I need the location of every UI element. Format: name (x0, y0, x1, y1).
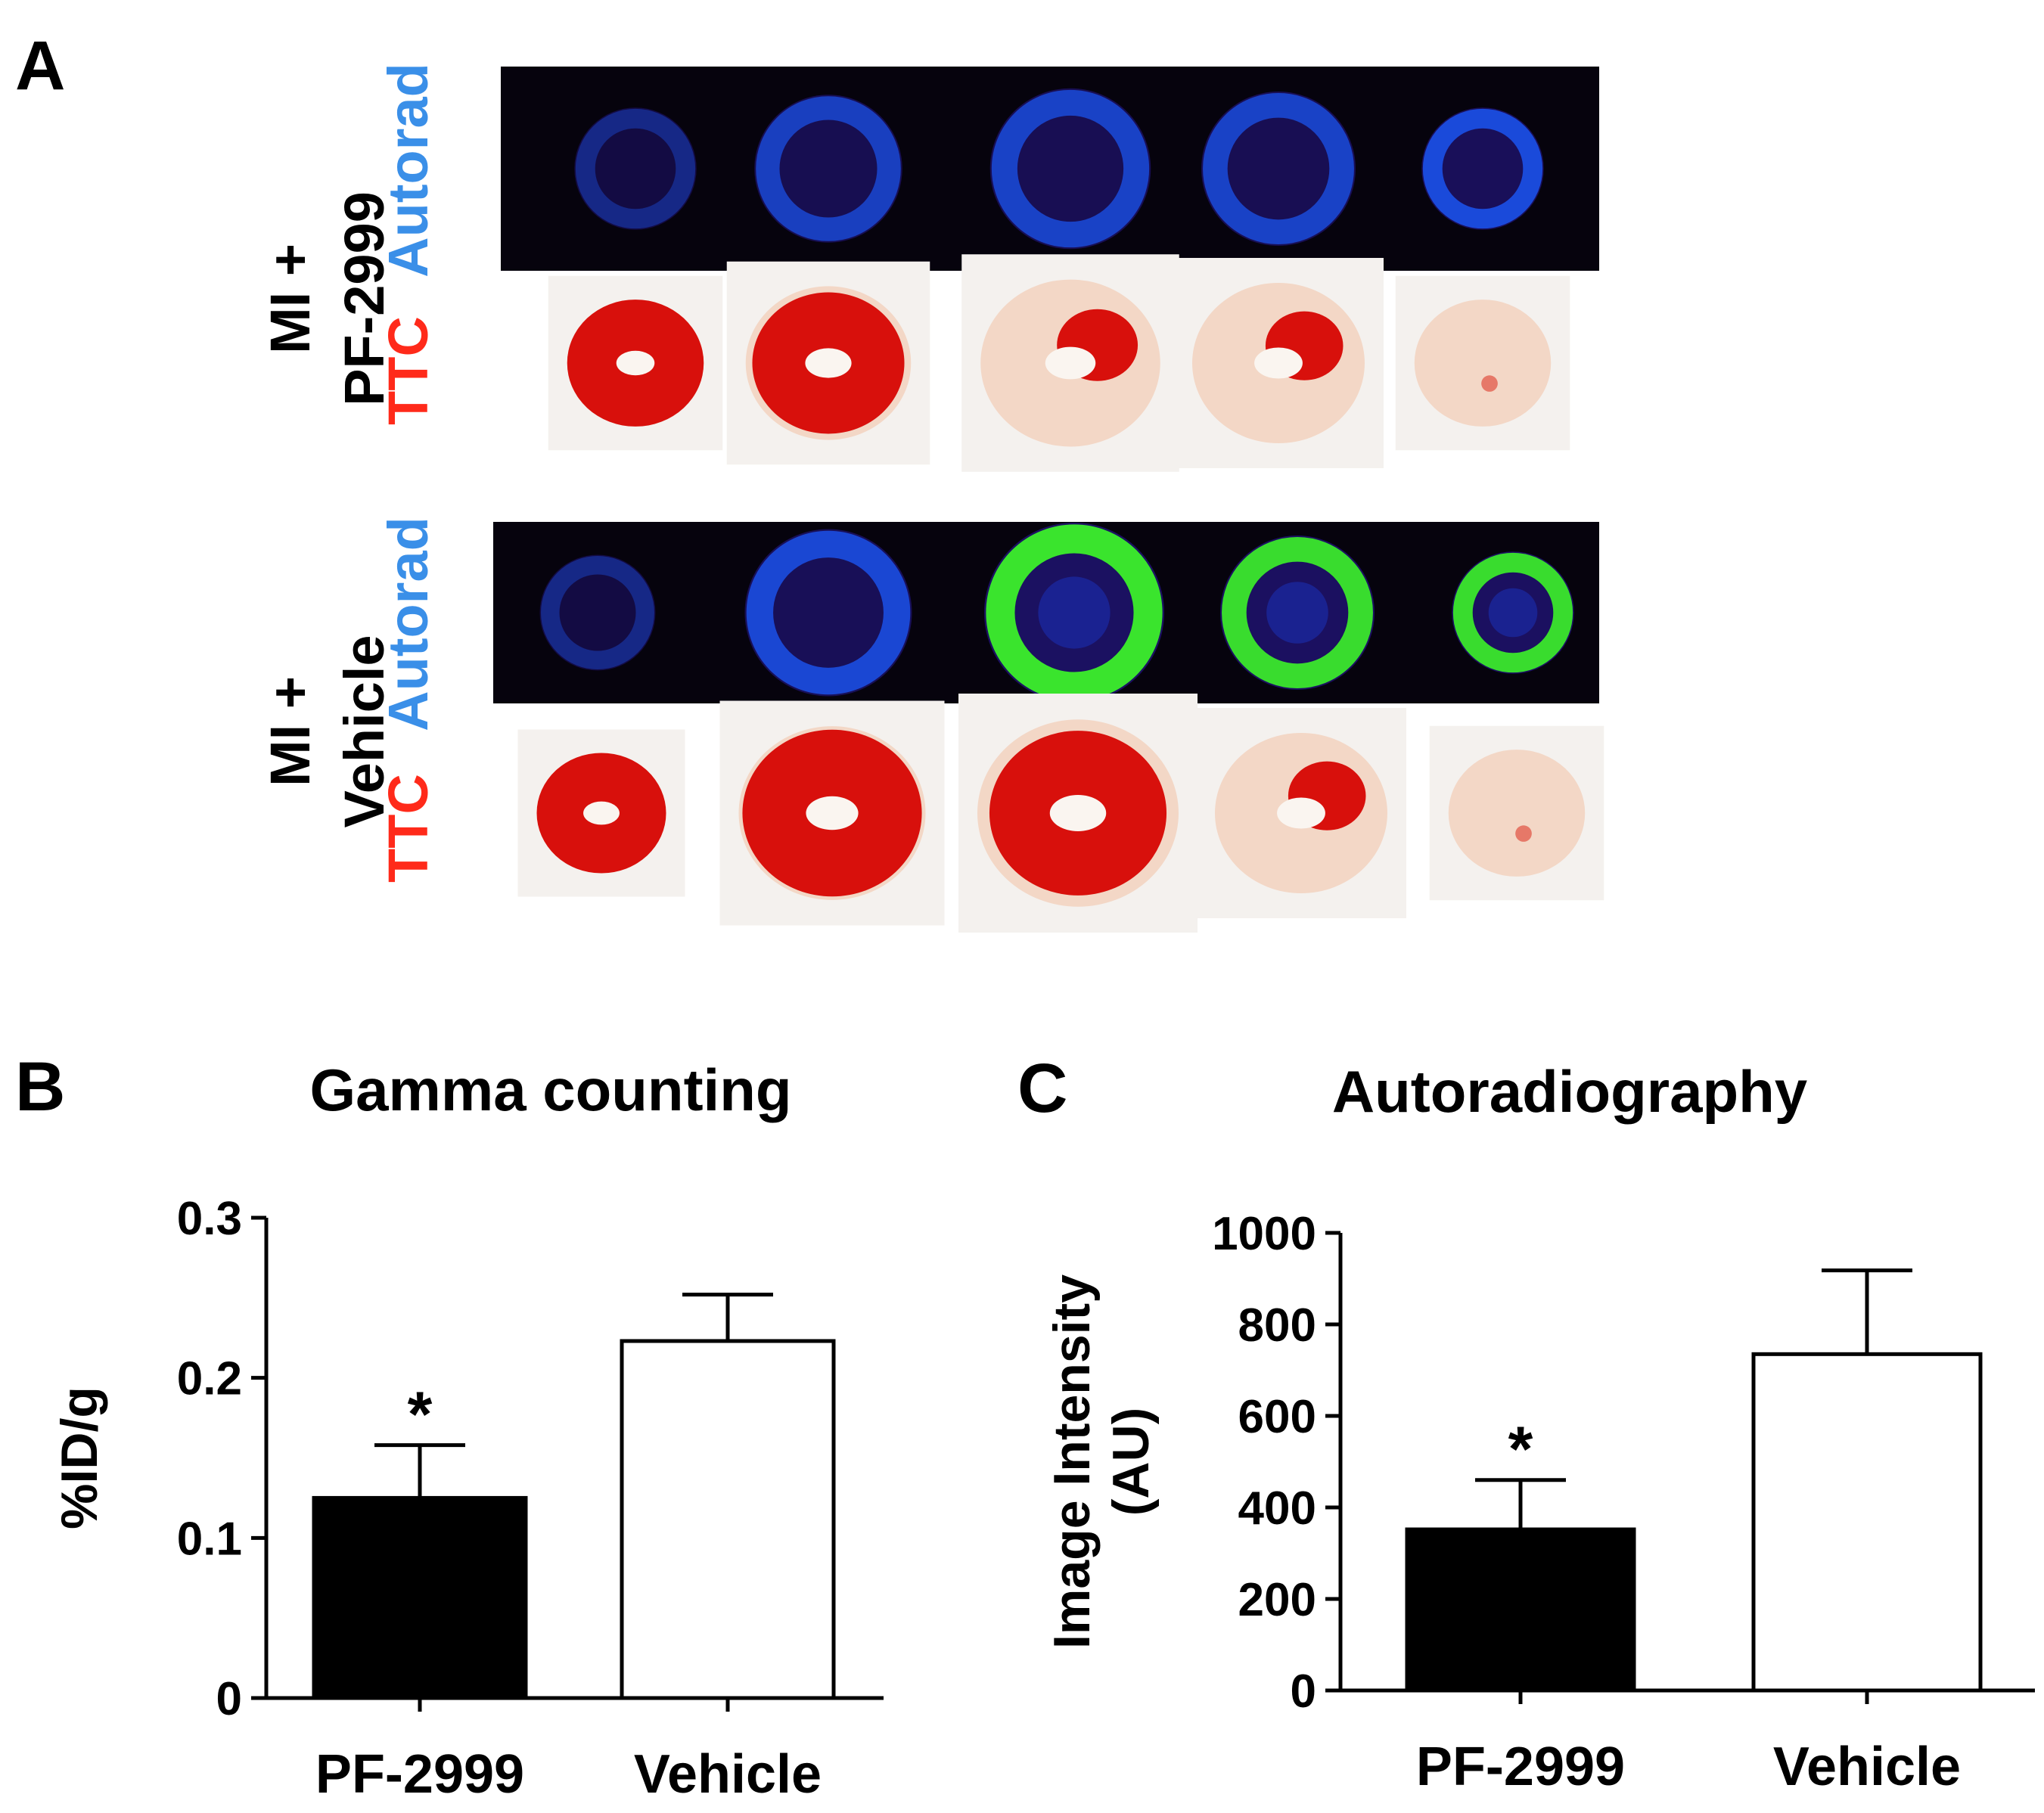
y-axis-label: %ID/g (51, 1386, 108, 1529)
y-tick-label: 0.3 (177, 1193, 242, 1245)
y-tick-label: 400 (1238, 1482, 1316, 1535)
y-tick-label: 200 (1238, 1574, 1316, 1626)
chart-title: Autoradiography (1332, 1058, 1807, 1125)
autorad-slice-halo (574, 107, 697, 230)
group-label-pf2999: MI + PF-2999 (253, 132, 396, 465)
x-category-label: Vehicle (634, 1744, 822, 1805)
ttc-slice-spot (1515, 825, 1532, 842)
ttc-slice-lumen (583, 801, 620, 825)
y-tick-label: 0 (1291, 1666, 1316, 1718)
autorad-slice-ring (1222, 537, 1373, 688)
x-category-label: PF-2999 (315, 1744, 524, 1805)
y-tick-label: 0 (216, 1673, 242, 1725)
panel-letter: C (1017, 1050, 1067, 1127)
y-tick-label: 800 (1238, 1299, 1316, 1352)
y-tick-label: 0.1 (177, 1513, 242, 1565)
y-tick-label: 1000 (1212, 1208, 1316, 1260)
group-label-line2: PF-2999 (333, 191, 396, 406)
y-axis-label-unit: (AU) (1102, 1408, 1160, 1517)
group-label-line1: MI + (259, 676, 322, 787)
group-label-vehicle: MI + Vehicle (253, 565, 396, 898)
autorad-slice-ring (1452, 552, 1573, 673)
y-axis-label: Image Intensity (1043, 1274, 1101, 1649)
chart-title: Gamma counting (309, 1057, 791, 1123)
autorad-slice-ring (541, 556, 654, 669)
x-category-label: Vehicle (1773, 1737, 1961, 1797)
autorad-slice-ring (746, 530, 911, 695)
autorad-slice-ring (986, 524, 1163, 701)
autorad-slice-ring (1203, 93, 1354, 244)
panel-c-autoradiography-chart: C Autoradiography 0 200 400 600 800 1000 Image I… (1017, 1050, 2035, 1797)
ttc-slice-lumen (1277, 797, 1325, 829)
significance-marker: * (1508, 1414, 1533, 1485)
autorad-slice-ring (756, 96, 901, 241)
ttc-slice-pale (1414, 300, 1552, 427)
ttc-slice-lumen (1045, 346, 1096, 380)
panel-a: A Autorad TTC Autorad TTC (15, 27, 1604, 933)
autorad-slice-ring (575, 108, 696, 229)
significance-marker: * (408, 1379, 433, 1450)
ttc-slice-lumen (616, 350, 655, 376)
autorad-slice-halo (539, 554, 656, 671)
y-tick-label: 0.2 (177, 1353, 242, 1405)
autorad-row-label: Autorad (377, 517, 440, 731)
ttc-slice-lumen (805, 348, 852, 378)
autorad-slice-center (1038, 576, 1111, 649)
panel-letter: B (15, 1048, 65, 1125)
bar-vehicle (1751, 1352, 1983, 1693)
ttc-row-label: TTC (377, 316, 440, 425)
panel-b-gamma-chart: B Gamma counting 0 0.1 0.2 0.3 %ID/g PF-2999 * Ve… (15, 1048, 884, 1805)
autorad-slice-center (1488, 588, 1538, 638)
autorad-row-label: Autorad (377, 63, 440, 278)
ttc-slice-spot (1481, 375, 1498, 392)
panel-a-label: A (15, 27, 65, 104)
autorad-slice-center (1266, 582, 1328, 644)
ttc-slice-pale (1448, 750, 1586, 877)
bar-pf-2999 (312, 1495, 528, 1700)
y-tick-label: 600 (1238, 1391, 1316, 1443)
group-label-line2: Vehicle (333, 635, 396, 828)
ttc-slice-lumen (1049, 795, 1107, 831)
bar-vehicle (620, 1339, 836, 1700)
x-category-label: PF-2999 (1416, 1737, 1625, 1797)
ttc-row-label: TTC (377, 774, 440, 883)
bar-pf-2999 (1405, 1527, 1636, 1693)
ttc-slice-lumen (1254, 347, 1303, 379)
autorad-slice-ring (991, 89, 1150, 248)
ttc-slice-lumen (806, 796, 859, 830)
group-label-line1: MI + (259, 244, 322, 354)
autorad-slice-ring (1422, 108, 1543, 229)
